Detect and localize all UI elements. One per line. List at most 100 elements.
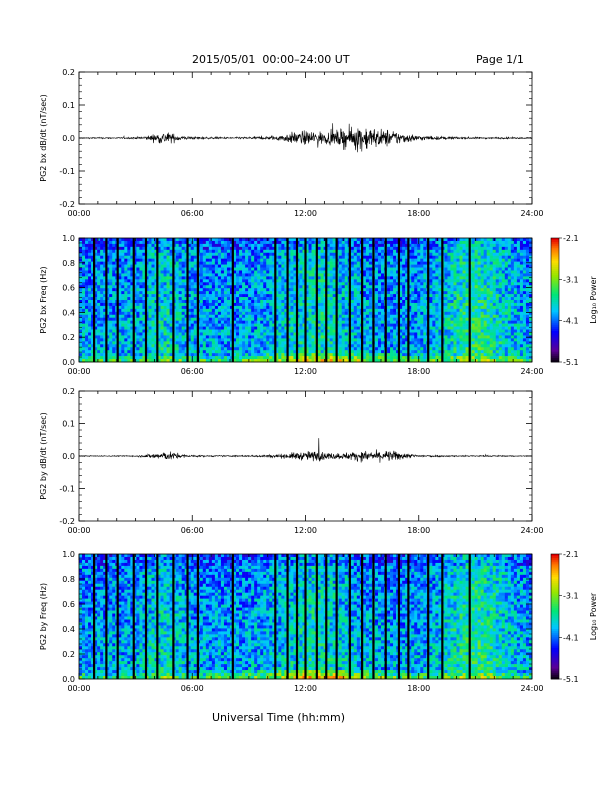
panel-2-heatmap-cell [299,320,303,324]
panel-2-heatmap-cell [118,347,122,351]
panel-2-heatmap-cell [332,359,336,363]
panel-2-heatmap-cell [208,300,213,304]
panel-2-heatmap-cell [139,311,143,316]
panel-2-heatmap-cell [136,264,140,268]
panel-2-heatmap-cell [387,314,391,319]
panel-2-heatmap-cell [239,270,243,274]
panel-2-heatmap-cell [353,267,358,271]
panel-2-heatmap-cell [266,294,270,298]
panel-2-heatmap-cell [97,305,101,310]
panel-2-heatmap-cell [100,350,104,354]
panel-2-heatmap-cell [245,270,249,274]
panel-2-heatmap-cell [399,282,403,286]
panel-2-heatmap-cell [338,329,343,333]
panel-2-heatmap-cell [362,243,367,248]
panel-2-heatmap-cell [368,326,373,330]
panel-2-heatmap-cell [287,329,291,333]
panel-2-heatmap-cell [317,285,321,289]
panel-2-heatmap-cell [251,341,255,345]
panel-2-heatmap-cell [393,297,397,301]
panel-2-heatmap-cell [103,305,107,310]
panel-2-heatmap-cell [272,326,276,330]
panel-2-heatmap-cell [181,308,185,313]
panel-2-heatmap-cell [420,326,424,330]
panel-2-heatmap-cell [148,308,152,313]
panel-2-heatmap-cell [266,291,270,295]
panel-2-heatmap-cell [311,329,315,333]
panel-2-heatmap-cell [223,347,228,351]
panel-2-heatmap-cell [399,291,403,295]
panel-2-heatmap-cell [82,320,86,324]
panel-2-heatmap-cell [199,258,204,262]
panel-2-heatmap-cell [305,240,309,245]
panel-2-heatmap-cell [411,332,415,336]
panel-2-heatmap-cell [236,249,240,254]
panel-2-heatmap-cell [365,285,370,289]
panel-2-heatmap-cell [226,347,231,351]
panel-2-heatmap-cell [390,249,394,254]
panel-2-heatmap-cell [332,264,336,268]
panel-2-heatmap-cell [127,279,131,283]
panel-2-heatmap-cell [133,347,137,351]
panel-2-heatmap-cell [374,264,379,268]
panel-2-heatmap-cell [311,302,315,307]
panel-2-heatmap-cell [405,246,409,251]
panel-2-heatmap-cell [423,356,427,360]
panel-2-heatmap-cell [387,249,391,254]
panel-2-heatmap-cell [184,243,189,248]
panel-2-heatmap-cell [326,294,330,298]
panel-2-heatmap-cell [365,353,370,357]
panel-2-heatmap-cell [293,267,297,271]
panel-2-heatmap-cell [263,338,267,342]
panel-2-heatmap-cell [109,288,113,292]
panel-2-heatmap-cell [272,255,276,259]
panel-2-heatmap-cell [175,338,179,342]
panel-2-heatmap-cell [193,273,198,277]
panel-2-heatmap-cell [130,356,134,360]
panel-2-heatmap-cell [266,249,270,254]
panel-2-heatmap-cell [326,326,330,330]
panel-2-heatmap-cell [236,238,240,242]
panel-2-heatmap-cell [106,341,110,345]
panel-2-heatmap-cell [136,359,140,363]
panel-2-heatmap-cell [100,311,104,316]
panel-2-heatmap-cell [157,329,161,333]
panel-2-heatmap-cell [233,335,237,339]
panel-2-heatmap-cell [302,273,306,277]
panel-2-heatmap-cell [178,311,182,316]
panel-2-heatmap-cell [365,291,370,295]
panel-2-heatmap-cell [311,282,315,286]
panel-2-heatmap-cell [223,243,228,248]
panel-2-heatmap-cell [239,255,243,259]
panel-2-heatmap-cell [281,267,285,271]
panel-2-heatmap-cell [82,359,86,363]
panel-2-heatmap-cell [429,270,433,274]
panel-2-heatmap-cell [408,273,412,277]
panel-2-heatmap-cell [350,282,355,286]
panel-2-heatmap-cell [411,255,415,259]
panel-2-heatmap-cell [390,302,394,307]
panel-2-heatmap-cell [184,279,189,283]
panel-2-heatmap-cell [377,302,382,307]
panel-2-heatmap-cell [275,308,279,313]
panel-2-heatmap-cell [118,350,122,354]
panel-2-heatmap-cell [100,255,104,259]
panel-2-heatmap-cell [130,350,134,354]
panel-2-heatmap-cell [160,288,164,292]
panel-2-heatmap-cell [163,282,167,286]
panel-2-heatmap-cell [154,252,158,257]
panel-2-heatmap-cell [85,350,89,354]
panel-2-heatmap-cell [266,240,270,245]
panel-2-heatmap-cell [341,246,346,251]
panel-2-heatmap-cell [251,323,255,327]
panel-2-heatmap-cell [381,249,385,254]
panel-2-heatmap-cell [254,300,258,304]
panel-2-heatmap-cell [223,326,228,330]
panel-2-heatmap-cell [368,320,373,324]
panel-2-heatmap-cell [393,282,397,286]
panel-2-heatmap-cell [374,302,379,307]
panel-2-heatmap-cell [320,261,324,265]
panel-2-heatmap-cell [233,353,237,357]
panel-2-heatmap-cell [278,326,282,330]
panel-2-heatmap-cell [245,261,249,265]
